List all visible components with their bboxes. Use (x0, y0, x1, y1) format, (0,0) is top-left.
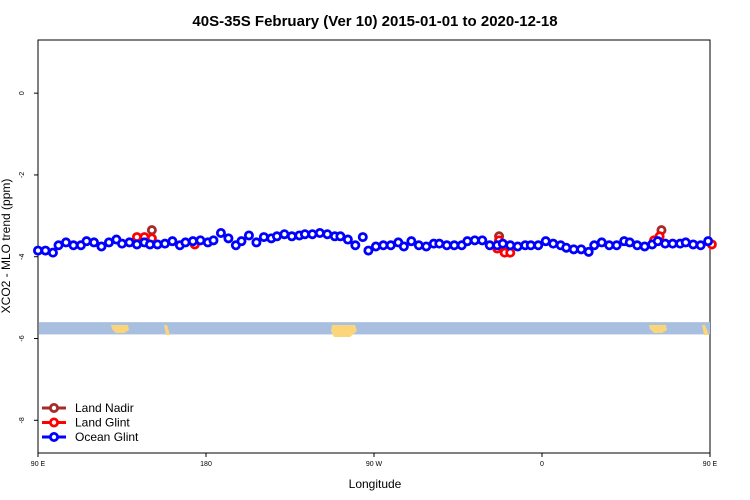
point-ocean-glint (370, 241, 381, 252)
point-ocean-glint (223, 233, 234, 244)
point-ocean-glint (533, 240, 544, 251)
point-ocean-glint (243, 230, 254, 241)
legend-label-land-nadir: Land Nadir (75, 401, 134, 415)
point-ocean-glint (688, 239, 699, 250)
point-ocean-glint (398, 241, 409, 252)
land-new-zealand-repeat (702, 325, 709, 335)
point-ocean-glint (632, 240, 643, 251)
ocean-band (39, 322, 710, 335)
point-ocean-glint (357, 232, 368, 243)
legend-marker-land-nadir (49, 402, 60, 413)
x-axis-label: Longitude (349, 477, 402, 491)
land-australia-repeat (649, 325, 667, 333)
y-axis: 0 -2 -4 -6 -8 (19, 91, 38, 423)
point-ocean-glint (167, 236, 178, 247)
x-tick-label: 180 (200, 461, 212, 468)
point-ocean-glint (286, 231, 297, 242)
point-ocean-glint (462, 236, 473, 247)
x-tick-label: 0 (540, 461, 544, 468)
point-ocean-glint (512, 241, 523, 252)
point-ocean-glint (548, 238, 559, 249)
y-tick-label: -6 (19, 335, 26, 341)
point-ocean-glint (350, 240, 361, 251)
point-ocean-glint (258, 232, 269, 243)
series-ocean-glint (33, 228, 714, 258)
land-australia (111, 325, 129, 333)
land-new-zealand (164, 325, 170, 335)
land-shapes (111, 325, 709, 337)
x-tick-label: 90 E (703, 461, 718, 468)
y-axis-label: XCO2 - MLO trend (ppm) (0, 179, 13, 314)
data-points (33, 225, 717, 258)
point-ocean-glint (703, 236, 714, 247)
legend-marker-ocean-glint (49, 431, 60, 442)
legend-marker-land-glint (49, 417, 60, 428)
point-ocean-glint (611, 240, 622, 251)
chart-title: 40S-35S February (Ver 10) 2015-01-01 to … (192, 13, 557, 30)
legend-label-ocean-glint: Ocean Glint (75, 430, 139, 444)
point-ocean-glint (251, 237, 262, 248)
point-ocean-glint (561, 242, 572, 253)
x-tick-label: 90 W (366, 461, 383, 468)
point-ocean-glint (187, 236, 198, 247)
point-ocean-glint (583, 246, 594, 257)
point-land-nadir (146, 225, 157, 236)
legend-label-land-glint: Land Glint (75, 416, 130, 430)
y-tick-label: -4 (19, 254, 26, 260)
point-ocean-glint (342, 234, 353, 245)
point-ocean-glint (47, 247, 58, 258)
map-strip (39, 322, 710, 337)
point-ocean-glint (152, 239, 163, 250)
x-axis: 90 E 180 90 W 0 90 E (31, 453, 718, 468)
point-ocean-glint (695, 240, 706, 251)
point-ocean-glint (497, 238, 508, 249)
point-ocean-glint (208, 235, 219, 246)
y-tick-label: -8 (19, 417, 26, 423)
point-ocean-glint (180, 237, 191, 248)
y-tick-label: 0 (19, 91, 26, 95)
point-ocean-glint (215, 228, 226, 239)
point-ocean-glint (236, 236, 247, 247)
point-ocean-glint (314, 228, 325, 239)
land-south-america (331, 325, 357, 337)
x-tick-label: 90 E (31, 461, 46, 468)
point-ocean-glint (335, 231, 346, 242)
point-ocean-glint (117, 238, 128, 249)
point-ocean-glint (89, 237, 100, 248)
point-ocean-glint (96, 241, 107, 252)
point-ocean-glint (477, 235, 488, 246)
point-ocean-glint (413, 240, 424, 251)
y-tick-label: -2 (19, 172, 26, 178)
point-ocean-glint (434, 238, 445, 249)
point-ocean-glint (81, 236, 92, 247)
point-ocean-glint (406, 236, 417, 247)
point-ocean-glint (505, 240, 516, 251)
point-ocean-glint (363, 245, 374, 256)
point-ocean-glint (307, 229, 318, 240)
